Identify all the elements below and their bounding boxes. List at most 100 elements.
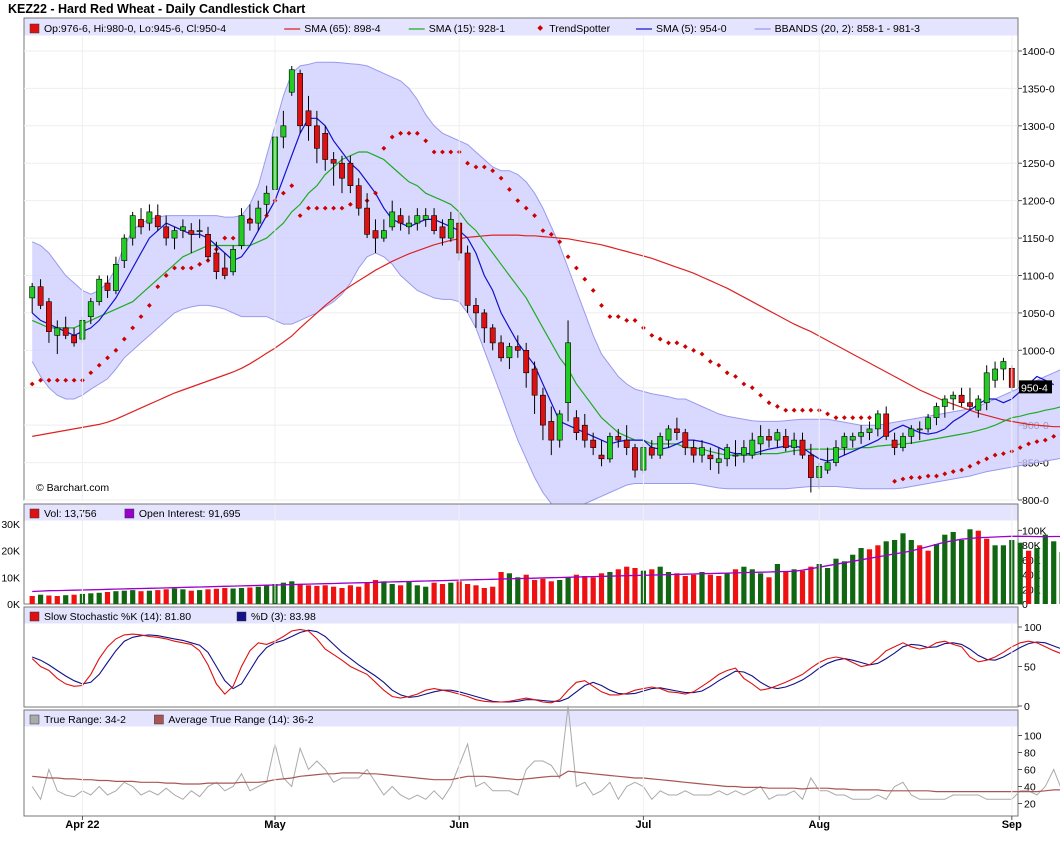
bollinger-upper-line — [31, 61, 1060, 426]
trendspotter-dot — [783, 407, 789, 413]
stoch-tick-label: 100 — [1024, 622, 1042, 634]
volume-bar — [230, 588, 236, 604]
candle-body — [849, 436, 856, 441]
candle-body — [657, 436, 664, 456]
volume-left-tick-label: 0K — [7, 599, 20, 611]
volume-bar — [247, 587, 253, 604]
volume-bar — [38, 594, 44, 604]
volume-bar — [632, 568, 638, 604]
volume-bar — [498, 572, 504, 604]
trendspotter-dot — [180, 265, 186, 271]
volume-bar — [557, 580, 563, 604]
candle-body — [724, 447, 730, 460]
volume-bar — [825, 568, 831, 604]
x-tick-label: Jun — [449, 819, 469, 831]
volume-bar — [582, 576, 588, 604]
candle-body — [766, 436, 772, 441]
candle-body — [1000, 361, 1007, 370]
legend-label-4: SMA (5): 954-0 — [656, 23, 727, 35]
candle-body — [833, 447, 839, 463]
volume-bar — [992, 545, 998, 604]
volume-bar — [322, 585, 328, 604]
candle-body — [682, 432, 689, 448]
x-tick-label: Aug — [809, 819, 830, 831]
volume-bar — [917, 545, 923, 604]
volume-bar — [682, 576, 688, 604]
x-tick-label: May — [264, 819, 286, 831]
volume-bar — [63, 595, 69, 604]
candle-body — [280, 125, 287, 138]
volume-bar — [532, 580, 538, 604]
volume-bar — [54, 596, 60, 604]
volume-bar — [565, 577, 571, 604]
volume-bar — [238, 588, 245, 604]
trendspotter-dot — [197, 261, 203, 267]
trendspotter-dot — [138, 314, 144, 320]
trendspotter-dot — [54, 377, 60, 383]
candle-body — [188, 230, 195, 235]
candle-body — [958, 394, 965, 404]
trendspotter-dot — [766, 400, 772, 406]
volume-bar — [657, 566, 663, 604]
candle-body — [473, 305, 479, 314]
candle-body — [699, 447, 705, 456]
candle-body — [598, 454, 605, 460]
price-tick-label: 1200-0 — [1022, 196, 1055, 208]
volume-bar — [314, 585, 320, 604]
trendspotter-dot — [205, 258, 211, 263]
legend-swatch-0 — [29, 611, 40, 622]
volume-bar — [984, 538, 990, 604]
volume-bar — [414, 585, 420, 604]
volume-bar — [197, 590, 203, 604]
candle-body — [355, 185, 362, 209]
candle-body — [782, 436, 789, 448]
candle-body — [891, 439, 898, 448]
volume-bar — [255, 586, 261, 604]
candle-body — [791, 439, 797, 448]
candle-body — [113, 263, 119, 291]
volume-bar — [774, 564, 780, 604]
candle-body — [908, 428, 915, 437]
legend-swatch-1 — [124, 508, 135, 519]
trendspotter-dot — [867, 415, 872, 421]
trendspotter-dot — [1026, 441, 1031, 447]
candle-body — [883, 413, 890, 437]
candle-body — [690, 447, 697, 456]
candle-body — [171, 230, 178, 239]
candle-body — [238, 215, 245, 246]
price-tick-label: 1300-0 — [1022, 121, 1055, 133]
volume-bar — [967, 529, 973, 604]
candle-body — [481, 312, 488, 329]
volume-bar — [297, 584, 303, 604]
legend-swatch-3 — [537, 25, 544, 31]
candle-body — [221, 267, 228, 276]
volume-bar — [598, 573, 605, 604]
volume-bar — [883, 541, 889, 604]
volume-bar — [406, 581, 412, 604]
trendspotter-dot — [758, 392, 764, 398]
volume-bar — [331, 586, 337, 604]
trendspotter-dot — [490, 168, 496, 174]
volume-bar — [490, 586, 496, 604]
candle-body — [715, 458, 722, 463]
volume-bar — [716, 576, 722, 604]
x-tick-label: Apr 22 — [65, 819, 99, 831]
candle-body — [498, 342, 504, 359]
candle-body — [841, 436, 848, 448]
volume-bar — [691, 574, 697, 604]
volume-bar — [138, 591, 144, 604]
volume-bar — [699, 572, 705, 604]
tr-tick-label: 60 — [1024, 765, 1036, 777]
legend-swatch-0 — [29, 714, 40, 725]
trendspotter-dot — [1017, 445, 1023, 451]
price-tick-label: 1350-0 — [1022, 83, 1055, 95]
panel-frame — [23, 606, 1019, 708]
volume-bar — [364, 582, 370, 604]
candle-body — [255, 207, 262, 224]
candle-body — [858, 432, 864, 437]
average-true-range-line — [32, 770, 1060, 793]
legend-label-0: Op:976-6, Hi:980-0, Lo:945-6, Cl:950-4 — [44, 23, 226, 35]
volume-bar — [615, 569, 621, 604]
trendspotter-dot — [917, 475, 923, 480]
candle-body — [925, 417, 931, 430]
